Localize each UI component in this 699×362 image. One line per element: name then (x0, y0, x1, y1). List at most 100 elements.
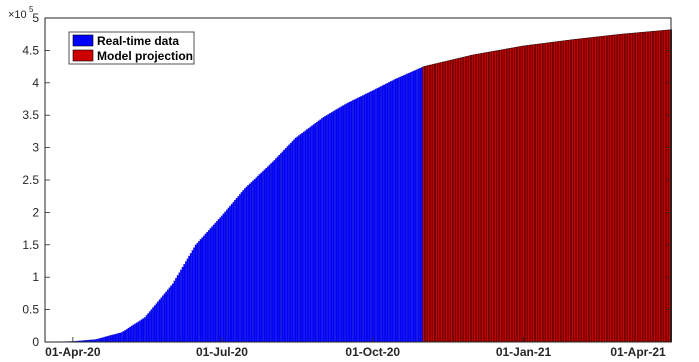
bar (145, 315, 148, 343)
bar (378, 87, 381, 343)
bar (579, 38, 582, 343)
bar (460, 57, 463, 343)
bar (135, 322, 138, 343)
bar (380, 86, 382, 343)
bar (409, 72, 412, 343)
bar (366, 92, 369, 343)
bar (152, 307, 155, 343)
bar (322, 117, 325, 343)
bar (276, 156, 279, 343)
bar (478, 53, 481, 343)
y-tick-label: 1 (32, 270, 39, 284)
bar (465, 56, 468, 343)
bar (448, 60, 451, 343)
bar (607, 35, 610, 343)
bar (235, 198, 238, 343)
bar (458, 57, 461, 343)
bar (117, 333, 120, 343)
bar (411, 71, 414, 343)
y-tick-label: 3.5 (22, 108, 39, 122)
bar (304, 130, 307, 343)
bar (227, 207, 230, 343)
bar (365, 93, 368, 343)
bar (329, 113, 332, 343)
bar (445, 60, 448, 343)
bar (430, 64, 433, 343)
bar (566, 40, 569, 343)
bar (391, 80, 394, 343)
bar (127, 327, 130, 343)
bar (515, 46, 518, 343)
bar (417, 68, 420, 343)
series-1-bars (422, 29, 672, 343)
bar (555, 41, 558, 343)
bar (568, 39, 571, 343)
bar (283, 149, 286, 343)
bar (570, 39, 573, 343)
bar (434, 63, 437, 343)
bar (291, 141, 294, 343)
bar (588, 37, 591, 343)
bar (203, 235, 205, 343)
bar (440, 62, 443, 343)
bar (245, 186, 248, 343)
bar (527, 45, 530, 343)
bar (171, 283, 174, 343)
bar (661, 30, 664, 343)
bar (481, 53, 484, 343)
bar (237, 196, 240, 343)
bar (486, 52, 489, 343)
bar (370, 91, 373, 343)
bar (98, 338, 101, 343)
bar (463, 56, 466, 343)
bar (386, 82, 389, 343)
bar (545, 42, 548, 343)
bar (456, 58, 459, 343)
bar (327, 114, 330, 343)
bar (633, 32, 636, 343)
bar (248, 183, 251, 343)
bar (656, 30, 659, 343)
bar (147, 313, 150, 343)
bar (663, 30, 666, 343)
bar (629, 33, 632, 343)
bar (140, 319, 143, 343)
bar (625, 33, 628, 343)
bar (198, 241, 200, 343)
bar (401, 75, 404, 343)
bar (427, 65, 430, 343)
bar (581, 38, 584, 343)
bar (340, 106, 343, 343)
bar (533, 44, 536, 343)
bar (404, 74, 407, 343)
bar (619, 34, 622, 343)
bar (571, 39, 574, 343)
bar (306, 129, 309, 343)
bar (553, 41, 556, 343)
bar (242, 190, 245, 343)
bar (347, 102, 350, 343)
x-tick-label: 01-Apr-21 (610, 345, 666, 359)
bar (194, 244, 197, 343)
legend-swatch-real-time (72, 34, 94, 47)
bar (443, 61, 446, 343)
bar (137, 321, 140, 343)
legend-swatch-model (72, 49, 94, 62)
bar (435, 63, 438, 343)
bar (412, 70, 415, 343)
bar (632, 32, 635, 343)
bar (270, 163, 273, 343)
bar (547, 42, 550, 343)
x-axis: 01-Apr-20 01-Jul-20 01-Oct-20 01-Jan-21 01-A… (45, 337, 672, 359)
bar (520, 45, 523, 343)
bar (624, 33, 627, 343)
bar (519, 46, 522, 343)
bar (314, 123, 317, 343)
y-tick-label: 2.5 (22, 173, 39, 187)
y-tick-label: 1.5 (22, 238, 39, 252)
bar (512, 47, 515, 343)
bar (561, 40, 564, 343)
bar (466, 55, 469, 343)
bar (162, 295, 164, 343)
bar (188, 255, 191, 343)
